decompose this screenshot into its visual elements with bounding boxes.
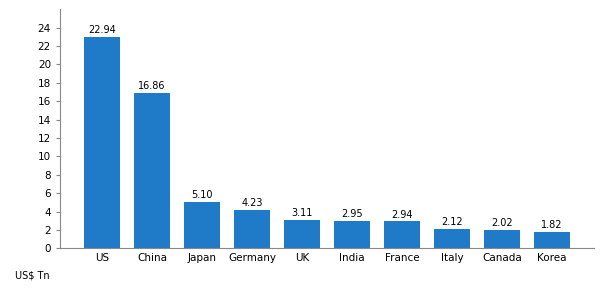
Text: 2.12: 2.12 <box>441 217 463 227</box>
Bar <box>484 230 520 248</box>
Text: US$ Tn: US$ Tn <box>14 270 49 280</box>
Text: 5.10: 5.10 <box>191 190 213 200</box>
Text: 4.23: 4.23 <box>241 198 263 208</box>
Bar <box>134 93 170 248</box>
Bar <box>334 221 370 248</box>
Text: 16.86: 16.86 <box>139 82 166 92</box>
Bar <box>234 209 270 248</box>
Bar <box>84 37 120 248</box>
Text: 2.95: 2.95 <box>341 209 363 219</box>
Bar <box>284 220 320 248</box>
Text: 2.94: 2.94 <box>391 210 413 220</box>
Bar <box>534 232 570 248</box>
Text: 22.94: 22.94 <box>88 25 116 35</box>
Bar <box>184 201 220 248</box>
Text: 3.11: 3.11 <box>292 208 313 218</box>
Bar <box>434 229 470 248</box>
Bar <box>384 221 420 248</box>
Text: 2.02: 2.02 <box>491 218 512 228</box>
Text: 1.82: 1.82 <box>541 220 562 230</box>
